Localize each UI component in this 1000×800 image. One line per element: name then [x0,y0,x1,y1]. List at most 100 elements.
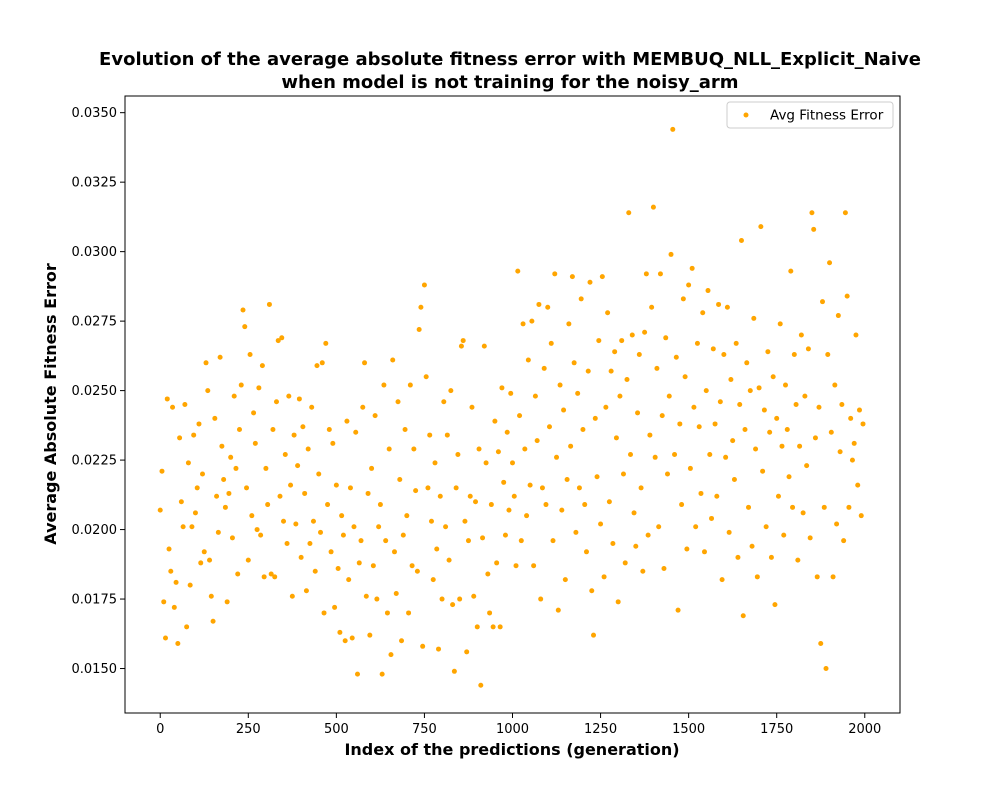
data-point [756,385,762,391]
data-point [487,610,493,616]
data-point [606,499,612,505]
y-tick-label: 0.0325 [72,176,118,191]
data-point [585,368,591,374]
data-point [455,452,461,458]
data-point [282,452,288,458]
data-point [573,529,579,535]
data-point [349,635,355,641]
data-point [439,596,445,602]
y-tick-label: 0.0275 [72,315,118,330]
data-point [397,477,403,483]
data-point [261,574,267,580]
data-point [726,529,732,535]
data-point [362,360,368,366]
data-point [488,502,494,508]
data-point [858,513,864,519]
data-point [541,365,547,371]
data-point [834,521,840,527]
data-point [451,668,457,674]
data-point [825,351,831,357]
data-point [566,321,572,327]
data-point [539,485,545,491]
data-point [428,518,434,524]
data-point [619,338,625,344]
y-tick-label: 0.0350 [72,106,118,121]
data-point [164,396,170,402]
x-tick-label: 2000 [848,722,881,737]
data-point [427,432,433,438]
data-point [474,624,480,630]
data-point [485,571,491,577]
data-point [212,415,218,421]
data-point [712,421,718,427]
data-point [738,238,744,244]
data-point [395,399,401,405]
data-point [596,338,602,344]
data-point [332,604,338,610]
data-point [809,210,815,216]
data-point [465,538,471,544]
data-point [258,532,264,538]
data-point [434,546,440,552]
data-point [316,471,322,477]
data-point [820,299,825,305]
data-point [423,374,429,380]
legend-marker-icon [743,112,749,118]
legend-box [726,101,894,129]
data-point [731,477,737,483]
data-point [774,415,780,421]
data-point [379,671,385,677]
data-point [310,518,316,524]
data-point [828,429,834,435]
data-point [319,360,325,366]
data-point [208,593,214,599]
data-point [582,502,588,508]
data-point [244,485,250,491]
data-point [626,210,632,216]
data-point [795,557,801,563]
data-point [802,393,808,399]
data-point [494,560,500,566]
data-point [420,643,426,649]
data-point [265,502,271,508]
data-point [416,326,422,332]
data-point [768,554,774,560]
data-point [719,577,725,583]
data-point [647,432,653,438]
data-point [347,485,353,491]
data-point [615,599,621,605]
data-point [601,574,607,580]
data-point [527,482,533,488]
data-point [525,357,531,363]
data-point [524,513,530,519]
data-point [754,574,760,580]
data-point [344,418,350,424]
data-point [777,321,783,327]
y-axis-label: Average Absolute Fitness Error [41,263,60,545]
data-point [450,602,456,608]
data-point [495,449,501,455]
data-point [235,571,241,577]
data-point [457,596,463,602]
data-point [476,446,482,452]
data-point [569,274,575,280]
data-point [286,393,292,399]
data-point [703,388,709,394]
data-point [217,354,223,360]
data-point [356,560,362,566]
data-point [761,407,767,413]
data-point [337,629,343,635]
data-point [497,624,503,630]
data-point [506,507,512,513]
data-point [591,632,597,638]
data-point [517,413,523,419]
data-point [851,440,857,446]
x-tick-label: 250 [236,722,261,737]
data-point [613,435,619,441]
data-point [372,413,378,419]
data-point [259,363,265,369]
data-point [657,271,663,277]
data-point [314,363,320,369]
data-point [628,452,634,458]
data-point [242,324,248,330]
